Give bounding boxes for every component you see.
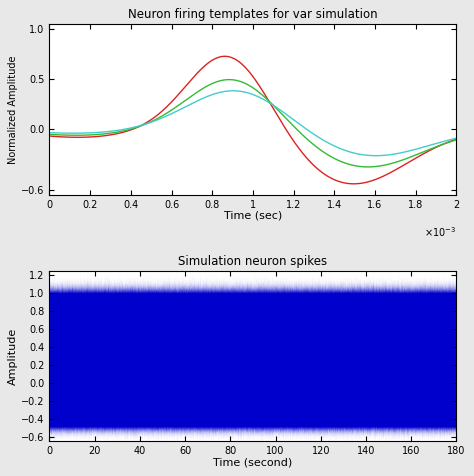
Text: $\times 10^{-3}$: $\times 10^{-3}$ [424, 225, 456, 239]
X-axis label: Time (sec): Time (sec) [224, 211, 282, 221]
Title: Neuron firing templates for var simulation: Neuron firing templates for var simulati… [128, 9, 378, 21]
X-axis label: Time (second): Time (second) [213, 457, 292, 467]
Title: Simulation neuron spikes: Simulation neuron spikes [178, 255, 328, 268]
Y-axis label: Amplitude: Amplitude [9, 327, 18, 385]
Y-axis label: Normalized Amplitude: Normalized Amplitude [9, 55, 18, 164]
